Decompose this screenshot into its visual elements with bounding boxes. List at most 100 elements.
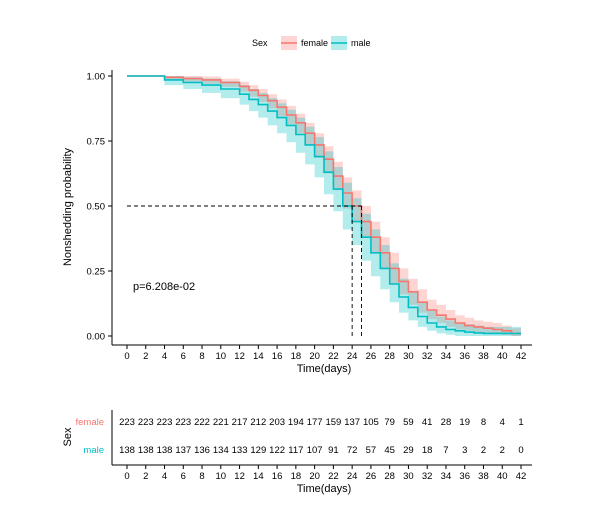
risk-count-female: 223 (138, 417, 154, 428)
risk-count-male: 45 (384, 445, 395, 456)
legend-label-male: male (351, 38, 371, 48)
x-tick-label: 16 (272, 351, 283, 362)
risk-x-tick-label: 30 (403, 471, 414, 482)
risk-count-male: 138 (157, 445, 173, 456)
risk-count-female: 105 (363, 417, 379, 428)
risk-row-label-female: female (75, 417, 104, 428)
risk-count-male: 18 (422, 445, 433, 456)
risk-count-male: 7 (443, 445, 448, 456)
x-tick-label: 42 (516, 351, 527, 362)
risk-count-male: 29 (403, 445, 414, 456)
survival-curve-female (127, 75, 521, 335)
median-reference-lines (127, 205, 362, 336)
risk-count-male: 107 (307, 445, 323, 456)
x-tick-label: 32 (422, 351, 433, 362)
risk-x-tick-label: 40 (497, 471, 508, 482)
risk-count-female: 177 (307, 417, 323, 428)
risk-count-male: 2 (500, 445, 505, 456)
x-tick-label: 10 (216, 351, 227, 362)
risk-count-male: 137 (175, 445, 191, 456)
y-tick-label: 0.50 (87, 202, 106, 213)
risk-count-female: 159 (325, 417, 341, 428)
x-tick-label: 36 (459, 351, 470, 362)
risk-x-tick-label: 20 (309, 471, 320, 482)
y-tick-label: 0.25 (87, 267, 106, 278)
x-tick-label: 14 (253, 351, 264, 362)
x-tick-label: 8 (199, 351, 204, 362)
risk-count-male: 136 (194, 445, 210, 456)
risk-count-female: 217 (232, 417, 248, 428)
risk-x-tick-label: 14 (253, 471, 264, 482)
risk-count-female: 203 (269, 417, 285, 428)
risk-count-male: 0 (518, 445, 523, 456)
risk-count-male: 72 (347, 445, 358, 456)
risk-count-female: 223 (175, 417, 191, 428)
y-axis-ticks: 0.00 0.25 0.50 0.75 1.00 (87, 72, 112, 343)
survival-curves (127, 75, 521, 335)
x-tick-label: 4 (162, 351, 167, 362)
legend-label-female: female (301, 38, 328, 48)
risk-count-female: 19 (459, 417, 470, 428)
risk-count-male: 138 (119, 445, 135, 456)
survival-curve-male (127, 75, 521, 335)
risk-count-female: 28 (441, 417, 452, 428)
risk-count-female: 194 (288, 417, 304, 428)
risk-row-label-male: male (83, 445, 104, 456)
risk-count-male: 91 (328, 445, 339, 456)
risk-x-tick-label: 2 (143, 471, 148, 482)
risk-count-male: 117 (288, 445, 303, 456)
x-axis-ticks: 0 2 4 6 8 10 12 14 16 18 20 22 24 26 28 30 32 34 36 38 40 42 (124, 345, 526, 362)
risk-count-male: 134 (213, 445, 229, 456)
risk-count-male: 133 (232, 445, 248, 456)
risk-x-axis-ticks: 0 2 4 6 8 10 12 14 16 18 20 22 24 26 28 30 32 34 36 38 40 42 (124, 465, 526, 482)
x-tick-label: 38 (478, 351, 489, 362)
risk-count-male: 129 (250, 445, 266, 456)
risk-count-female: 212 (250, 417, 266, 428)
risk-count-female: 59 (403, 417, 414, 428)
y-tick-label: 1.00 (87, 72, 106, 83)
risk-count-female: 41 (422, 417, 433, 428)
risk-count-female: 222 (194, 417, 210, 428)
risk-count-female: 4 (500, 417, 505, 428)
survival-plot: 0.000.250.500.751.00 0 2 4 6 8 10 12 14 16 18 20 22… (62, 70, 532, 375)
x-tick-label: 2 (143, 351, 148, 362)
risk-x-tick-label: 42 (516, 471, 527, 482)
x-tick-label: 0 (124, 351, 129, 362)
x-tick-label: 40 (497, 351, 508, 362)
risk-x-tick-label: 36 (459, 471, 470, 482)
x-tick-label: 12 (234, 351, 245, 362)
x-tick-label: 22 (328, 351, 339, 362)
risk-count-male: 3 (462, 445, 467, 456)
risk-count-male: 122 (269, 445, 285, 456)
legend-title: Sex (252, 38, 268, 48)
risk-count-female: 223 (157, 417, 173, 428)
y-tick-label: 0.75 (87, 137, 106, 148)
risk-count-female: 223 (119, 417, 135, 428)
risk-count-female: 1 (518, 417, 523, 428)
risk-x-tick-label: 24 (347, 471, 358, 482)
risk-y-axis-title: Sex (62, 427, 74, 446)
risk-count-male: 57 (366, 445, 377, 456)
risk-count-female: 137 (344, 417, 360, 428)
risk-x-tick-label: 32 (422, 471, 433, 482)
x-tick-label: 6 (181, 351, 186, 362)
risk-x-tick-label: 6 (181, 471, 186, 482)
risk-x-tick-label: 12 (234, 471, 245, 482)
x-tick-label: 28 (384, 351, 395, 362)
risk-x-tick-label: 18 (291, 471, 302, 482)
risk-x-tick-label: 4 (162, 471, 167, 482)
risk-x-tick-label: 8 (199, 471, 204, 482)
risk-count-female: 221 (213, 417, 229, 428)
risk-x-tick-label: 0 (124, 471, 129, 482)
y-tick-label: 0.00 (87, 332, 106, 343)
x-tick-label: 20 (309, 351, 320, 362)
risk-count-male: 138 (138, 445, 154, 456)
risk-count-female: 79 (384, 417, 395, 428)
x-tick-label: 26 (366, 351, 377, 362)
x-tick-label: 30 (403, 351, 414, 362)
risk-x-tick-label: 22 (328, 471, 339, 482)
legend-key-female (281, 36, 297, 50)
legend: Sex female male (252, 36, 371, 50)
legend-key-male (331, 36, 347, 50)
